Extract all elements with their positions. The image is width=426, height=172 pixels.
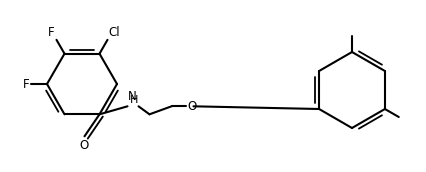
Text: O: O xyxy=(187,100,197,113)
Text: F: F xyxy=(23,78,29,90)
Text: Cl: Cl xyxy=(109,26,120,39)
Text: F: F xyxy=(48,26,55,39)
Text: O: O xyxy=(79,139,88,152)
Text: H: H xyxy=(130,95,138,105)
Text: N: N xyxy=(127,90,136,103)
